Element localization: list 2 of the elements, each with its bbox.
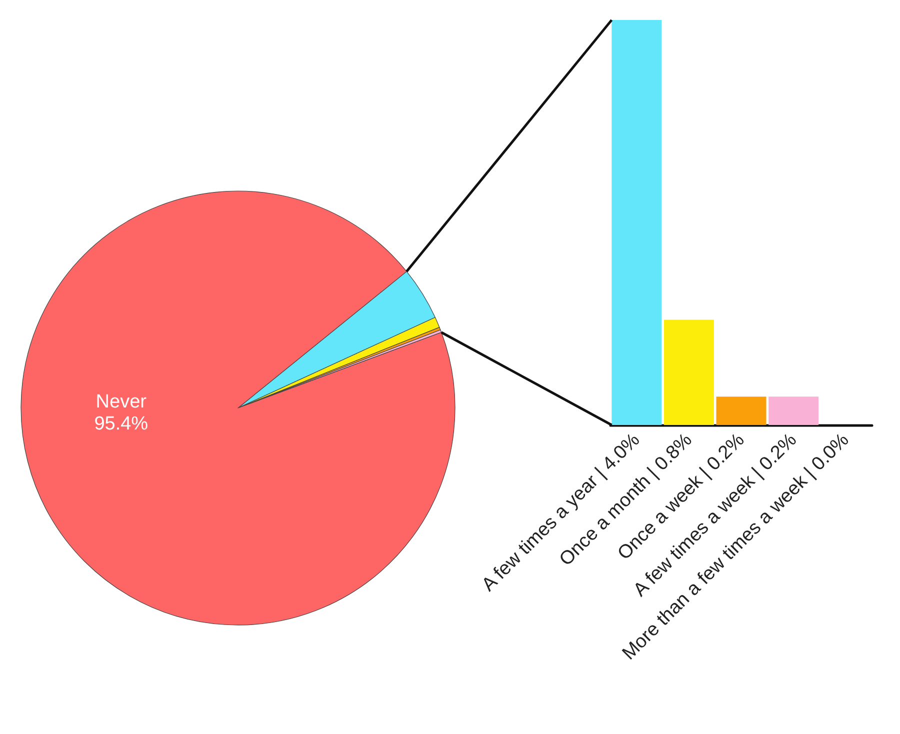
data-label: 95.4% (94, 414, 148, 435)
slice-label: Never (96, 392, 148, 413)
